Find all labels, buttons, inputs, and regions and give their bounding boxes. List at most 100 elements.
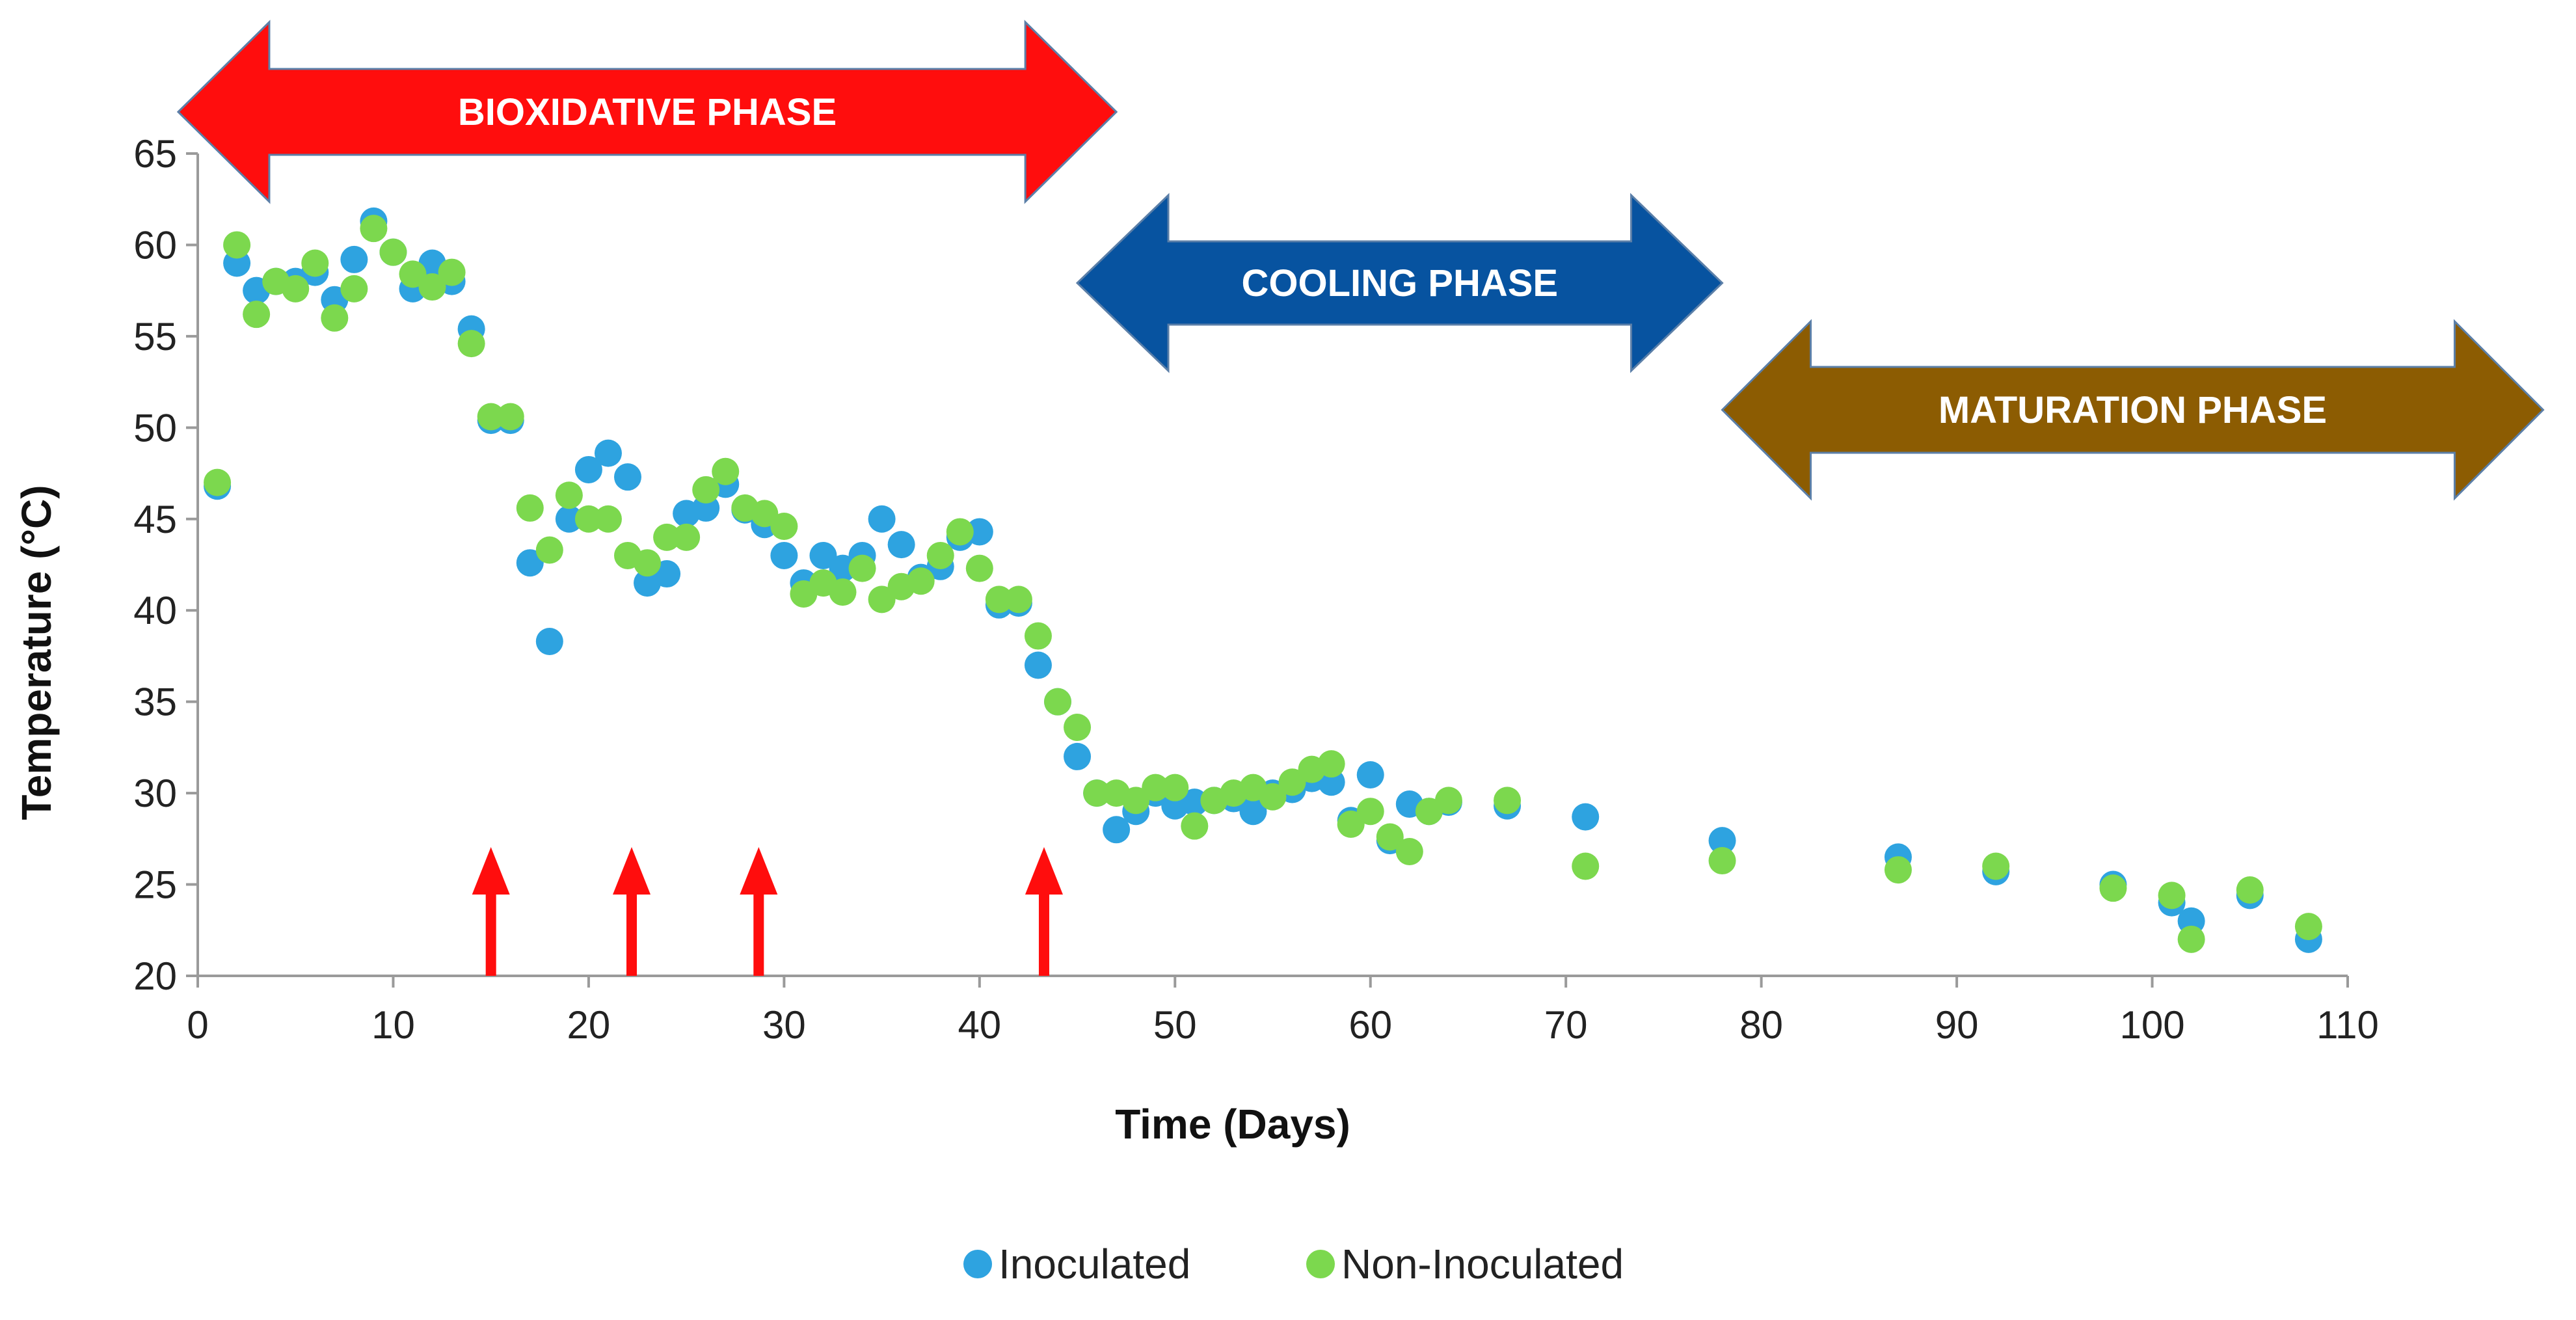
data-point <box>555 505 583 533</box>
data-point <box>243 301 271 329</box>
data-point <box>594 505 622 533</box>
data-point <box>1259 783 1287 811</box>
data-point <box>1044 688 1071 716</box>
y-tick-label: 20 <box>133 954 177 998</box>
addition-arrow-shaft <box>753 888 764 976</box>
data-point <box>946 518 974 546</box>
data-point <box>829 578 857 606</box>
x-tick-label: 50 <box>1153 1003 1197 1047</box>
y-axis-title: Temperature (°C) <box>13 485 60 820</box>
data-point <box>340 275 368 303</box>
data-point <box>965 554 993 582</box>
data-point <box>457 330 485 358</box>
data-point <box>1376 823 1404 851</box>
legend-label-non-inoculated: Non-Inoculated <box>1341 1241 1624 1287</box>
x-tick-label: 20 <box>567 1003 611 1047</box>
x-tick-label: 10 <box>371 1003 415 1047</box>
x-tick-label: 30 <box>762 1003 806 1047</box>
maturation-phase-label: MATURATION PHASE <box>1939 389 2327 431</box>
data-point <box>1572 852 1600 880</box>
legend: Inoculated Non-Inoculated <box>963 1241 1624 1287</box>
data-point <box>2177 925 2205 953</box>
data-point <box>477 403 505 431</box>
data-point <box>1064 713 1092 741</box>
data-point <box>926 541 954 569</box>
data-point <box>985 586 1013 613</box>
bioxidative-phase-arrow-shape <box>176 20 1118 204</box>
legend-label-inoculated: Inoculated <box>999 1241 1190 1287</box>
y-tick-label: 55 <box>133 315 177 358</box>
data-point <box>321 304 349 332</box>
legend-marker-non-inoculated <box>1306 1250 1335 1278</box>
data-point <box>653 523 681 551</box>
data-point <box>399 260 427 288</box>
legend-marker-inoculated <box>963 1250 992 1278</box>
data-point <box>965 518 993 546</box>
data-point <box>1181 788 1209 816</box>
y-tick-label: 25 <box>133 863 177 907</box>
data-point <box>1004 586 1032 613</box>
data-point <box>1708 827 1736 855</box>
data-point <box>634 549 662 577</box>
data-point <box>516 549 544 577</box>
data-point <box>2099 874 2127 902</box>
series-non-inoculated <box>204 215 2322 953</box>
data-point <box>848 554 876 582</box>
x-tick-label: 0 <box>187 1003 208 1047</box>
data-point <box>1278 768 1306 796</box>
data-point <box>1982 852 2010 880</box>
data-point <box>1434 787 1462 815</box>
data-point <box>535 627 563 655</box>
addition-arrow-head <box>613 847 651 895</box>
data-point <box>1356 761 1384 789</box>
data-point <box>1884 856 1912 884</box>
data-point <box>673 523 701 551</box>
maturation-phase-arrow: MATURATION PHASE <box>1721 319 2545 501</box>
data-point <box>223 231 251 259</box>
data-point <box>1239 798 1267 826</box>
x-tick-label: 110 <box>2316 1003 2379 1047</box>
data-point <box>751 500 779 528</box>
data-point <box>868 586 896 613</box>
addition-arrow-head <box>472 847 510 895</box>
data-point <box>1337 810 1365 838</box>
y-tick-label: 35 <box>133 680 177 724</box>
addition-arrow-head <box>740 847 778 895</box>
data-point <box>1064 742 1092 770</box>
x-tick-label: 100 <box>2119 1003 2184 1047</box>
addition-arrows <box>472 847 1063 976</box>
data-point <box>1356 798 1384 826</box>
data-point <box>555 481 583 509</box>
data-point <box>692 476 720 504</box>
x-tick-label: 60 <box>1348 1003 1392 1047</box>
data-point <box>1494 787 1522 815</box>
data-point <box>418 273 446 301</box>
y-tick-label: 65 <box>133 132 177 176</box>
maturation-phase-arrow-shape <box>1721 319 2545 501</box>
y-tick-label: 40 <box>133 589 177 632</box>
cooling-phase-arrow: COOLING PHASE <box>1075 193 1724 373</box>
data-point <box>2294 913 2322 941</box>
cooling-phase-arrow-shape <box>1075 193 1724 373</box>
data-point <box>574 455 602 483</box>
data-point <box>594 439 622 467</box>
y-tick-label: 60 <box>133 223 177 267</box>
data-point <box>1103 816 1131 844</box>
data-point <box>712 457 740 485</box>
addition-arrow-shaft <box>1038 888 1049 976</box>
data-point <box>2158 882 2186 909</box>
data-point <box>1395 837 1423 865</box>
phase-annotations: BIOXIDATIVE PHASE COOLING PHASE MATURATI… <box>176 20 2545 501</box>
x-tick-label: 80 <box>1739 1003 1783 1047</box>
data-point <box>516 494 544 522</box>
data-point <box>1122 787 1150 815</box>
addition-arrow-shaft <box>626 888 637 976</box>
data-point <box>770 513 798 541</box>
data-point <box>379 238 407 266</box>
data-point <box>1572 803 1600 831</box>
data-point <box>770 541 798 569</box>
x-axis-title: Time (Days) <box>1115 1101 1350 1148</box>
data-point <box>438 258 466 286</box>
data-point <box>829 554 857 582</box>
